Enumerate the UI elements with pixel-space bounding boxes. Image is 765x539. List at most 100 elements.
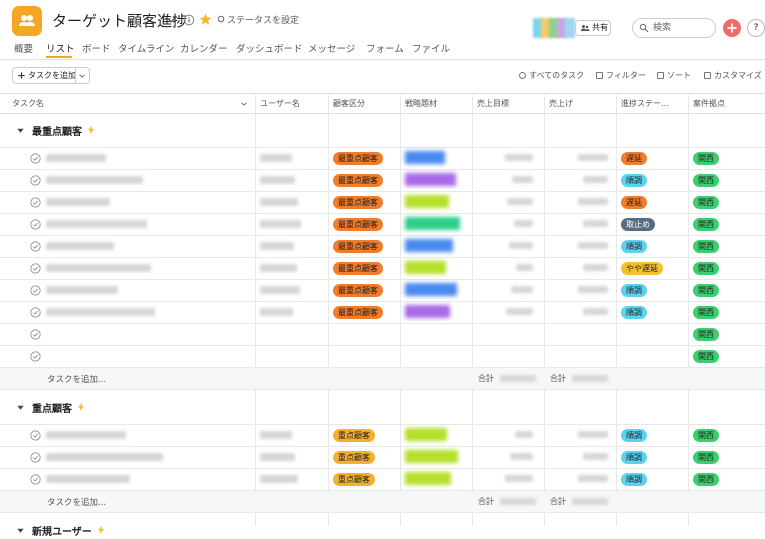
target-blur: [505, 475, 533, 482]
section-toggle[interactable]: [16, 403, 25, 412]
task-check[interactable]: [30, 329, 41, 340]
tag-region[interactable]: 関西: [693, 327, 719, 341]
tab[interactable]: 概要: [14, 44, 34, 55]
task-check[interactable]: [30, 285, 41, 296]
task-check[interactable]: [30, 452, 41, 463]
add-task-row[interactable]: タスクを追加...: [47, 375, 107, 385]
row-line: [0, 468, 765, 469]
task-name-blur: [46, 475, 130, 483]
share-button[interactable]: 共有: [575, 20, 611, 36]
tag-segment[interactable]: 最重点顧客: [333, 283, 383, 297]
tag-region[interactable]: 関西: [693, 283, 719, 297]
tag-region[interactable]: 関西: [693, 472, 719, 486]
column-header[interactable]: 戦略題材: [405, 99, 437, 108]
tag-region[interactable]: 関西: [693, 217, 719, 231]
column-header[interactable]: 顧客区分: [333, 99, 365, 108]
tag-status[interactable]: 順調: [621, 283, 647, 297]
row-line: [0, 191, 765, 192]
toolbar-action[interactable]: フィルター: [606, 71, 646, 80]
task-name-blur: [46, 264, 151, 272]
tag-region[interactable]: 関西: [693, 195, 719, 209]
tag-region[interactable]: 関西: [693, 261, 719, 275]
tag-region[interactable]: 関西: [693, 173, 719, 187]
tag-status[interactable]: 順調: [621, 428, 647, 442]
tag-status[interactable]: 遅延: [621, 195, 647, 209]
task-check-svg: [30, 219, 41, 230]
tag-status[interactable]: 順調: [621, 239, 647, 253]
tab[interactable]: メッセージ: [308, 44, 356, 55]
tag-segment[interactable]: 最重点顧客: [333, 261, 383, 275]
title-dropdown[interactable]: [165, 14, 177, 26]
tag-status[interactable]: 順調: [621, 450, 647, 464]
column-header[interactable]: 売上目標: [477, 99, 509, 108]
tag-status[interactable]: 取止め: [621, 217, 655, 231]
star-icon[interactable]: [199, 13, 212, 26]
section-title[interactable]: 新規ユーザー: [32, 527, 92, 538]
add-task-row[interactable]: タスクを追加...: [47, 498, 107, 508]
tag-region[interactable]: 関西: [693, 349, 719, 363]
tag-segment[interactable]: 重点顧客: [333, 472, 375, 486]
task-check[interactable]: [30, 241, 41, 252]
section-toggle[interactable]: [16, 526, 25, 535]
tag-segment[interactable]: 重点顧客: [333, 450, 375, 464]
task-check[interactable]: [30, 197, 41, 208]
add-task-dropdown[interactable]: [78, 72, 86, 80]
task-check[interactable]: [30, 175, 41, 186]
column-header[interactable]: タスク名: [12, 99, 44, 108]
tab[interactable]: ファイル: [412, 44, 451, 55]
task-check[interactable]: [30, 219, 41, 230]
tab[interactable]: タイムライン: [118, 44, 175, 55]
task-check[interactable]: [30, 351, 41, 362]
tag-region[interactable]: 関西: [693, 305, 719, 319]
tag-status[interactable]: 順調: [621, 173, 647, 187]
tag-region[interactable]: 関西: [693, 151, 719, 165]
tag-region[interactable]: 関西: [693, 239, 719, 253]
tag-region[interactable]: 関西: [693, 450, 719, 464]
add-button[interactable]: [723, 19, 741, 37]
tag-region[interactable]: 関西: [693, 428, 719, 442]
column-header[interactable]: 進捗ステー...: [621, 99, 669, 108]
task-check[interactable]: [30, 430, 41, 441]
column-sort[interactable]: [240, 100, 248, 108]
tag-status[interactable]: 順調: [621, 305, 647, 319]
task-check-svg: [30, 452, 41, 463]
tab[interactable]: リスト: [46, 44, 75, 55]
toolbar-action[interactable]: ソート: [667, 71, 691, 80]
tab[interactable]: カレンダー: [180, 44, 228, 55]
add-task-button[interactable]: タスクを追加: [12, 67, 90, 84]
tab[interactable]: フォーム: [366, 44, 404, 55]
section-toggle[interactable]: [16, 126, 25, 135]
tag-status[interactable]: 遅延: [621, 151, 647, 165]
task-check[interactable]: [30, 474, 41, 485]
search-box[interactable]: 検索: [632, 18, 716, 38]
tag-segment[interactable]: 最重点顧客: [333, 305, 383, 319]
tag-segment[interactable]: 最重点顧客: [333, 173, 383, 187]
sales-blur: [578, 198, 608, 205]
toolbar-action[interactable]: カスタマイズ: [714, 71, 762, 80]
tag-status[interactable]: 順調: [621, 472, 647, 486]
tag-segment[interactable]: 重点顧客: [333, 428, 375, 442]
section-title[interactable]: 最重点顧客: [32, 127, 82, 138]
info-icon[interactable]: [183, 14, 195, 26]
tab[interactable]: ボード: [82, 44, 111, 55]
tag-segment[interactable]: 最重点顧客: [333, 195, 383, 209]
tag-segment[interactable]: 最重点顧客: [333, 239, 383, 253]
task-check[interactable]: [30, 153, 41, 164]
tag-segment[interactable]: 最重点顧客: [333, 151, 383, 165]
status-link[interactable]: ステータスを設定: [227, 16, 300, 26]
sales-blur: [578, 431, 608, 438]
member-avatar: [565, 18, 575, 38]
task-check[interactable]: [30, 307, 41, 318]
task-check[interactable]: [30, 263, 41, 274]
column-header[interactable]: ユーザー名: [260, 99, 300, 108]
section-bolt: [76, 401, 86, 413]
help-button[interactable]: ?: [747, 19, 765, 37]
column-header[interactable]: 案件拠点: [693, 99, 725, 108]
toolbar-action[interactable]: すべてのタスク: [529, 71, 585, 80]
status-dot[interactable]: [217, 15, 225, 23]
tag-segment[interactable]: 最重点顧客: [333, 217, 383, 231]
section-title[interactable]: 重点顧客: [32, 404, 72, 415]
tab[interactable]: ダッシュボード: [236, 44, 303, 55]
column-header[interactable]: 売上げ: [549, 99, 573, 108]
tag-status[interactable]: やや遅延: [621, 261, 663, 275]
